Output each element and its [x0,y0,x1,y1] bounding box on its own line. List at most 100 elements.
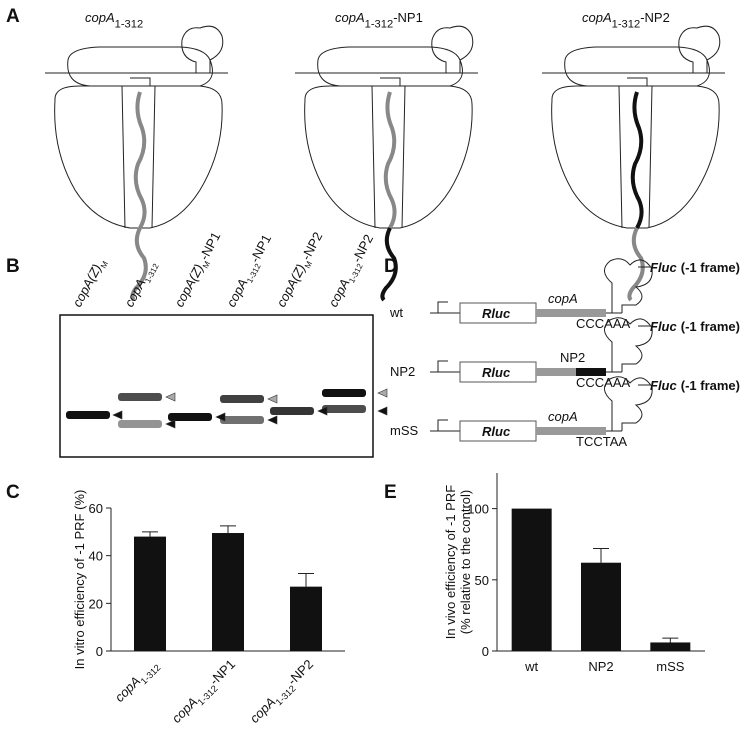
insert-box [536,427,606,435]
label: copA1-312 [121,258,161,311]
panel-label: E [384,482,397,503]
label-sub: M [303,260,314,270]
arrowhead [165,419,176,429]
arrowhead [112,410,123,420]
tunnel [121,77,156,229]
large-subunit [551,85,720,229]
gel-band [322,389,366,397]
stem-loop [604,258,653,313]
ribosome [45,25,228,302]
fluc-frame: (-1 frame) [681,260,740,275]
label-main: copA [582,10,612,25]
label-suffix: -NP2 [349,232,376,265]
gel-band [118,393,162,401]
arrowhead [377,406,388,416]
label-suffix: -NP2 [640,10,670,25]
error-bar [298,573,314,587]
label: copA1-312-NP2 [247,657,319,729]
label-suffix: -NP1 [393,10,423,25]
construct-name: NP2 [390,364,415,379]
promoter [437,360,448,372]
reporter-label: Rluc [482,365,511,380]
arrowhead [215,412,226,422]
label: copA1-312 [112,657,163,708]
bar [212,533,244,651]
fluc-name: Fluc [650,378,677,393]
y-axis-label: (% relative to the control) [458,490,473,635]
large-subunit [54,85,223,229]
y-axis-label: In vivo efficiency of -1 PRF [443,485,458,639]
y-tick-label: 0 [482,644,489,659]
label-suffix: -NP2 [285,657,317,689]
insert-label: copA [548,291,578,306]
fluc-label: Fluc (-1 frame) [650,260,740,275]
label: copA(Z)M [69,255,110,310]
label-sub: 1-312 [612,18,641,30]
bar [134,536,166,651]
ribosome [295,25,478,302]
label-suffix: -NP1 [196,229,223,262]
fluc-label: Fluc (-1 frame) [650,378,740,393]
insert-box [576,368,606,376]
insert-box [536,309,606,317]
gel-band [322,405,366,413]
hairpin [181,25,224,73]
bar [650,642,691,651]
y-tick-label: 0 [96,644,103,659]
slippery-sequence: CCCAAA [576,375,631,390]
tunnel [618,77,653,229]
error-bar [662,637,679,643]
construct-name: mSS [390,423,419,438]
label-main: copA(Z) [171,262,206,310]
fluc-frame: (-1 frame) [681,378,740,393]
small-subunit [564,46,710,87]
label: copA1-312-NP1 [335,10,423,30]
hairpin [431,25,474,73]
reporter-label: Rluc [482,306,511,321]
ribosome [542,25,725,302]
small-subunit [67,46,213,87]
nascent-chain [130,227,148,302]
label-suffix: -NP2 [298,229,325,262]
nascent-chain [383,91,397,229]
arrowhead [317,406,328,416]
large-subunit [304,85,473,229]
hairpin [678,25,721,73]
y-tick-label: 50 [475,573,489,588]
label: copA1-312-NP2 [325,232,378,311]
bar [511,508,552,651]
label-sub: 1-312 [139,663,163,687]
tunnel [371,77,406,229]
label-sub: 1-312 [115,18,144,30]
insert-label: NP2 [560,350,585,365]
error-bar [220,525,236,534]
fluc-name: Fluc [650,319,677,334]
insert-box [536,368,576,376]
y-tick-label: 40 [89,549,103,564]
slippery-sequence: TCCTAA [576,434,627,449]
fluc-frame: (-1 frame) [681,319,740,334]
y-tick-label: 20 [89,596,103,611]
label-sub: 1-312 [245,262,263,285]
label-main: copA(Z) [69,262,104,310]
label: copA1-312-NP2 [582,10,670,30]
nascent-chain [627,227,645,302]
label-main: copA [169,694,201,726]
label-sub: M [99,260,110,270]
label-main: copA [247,694,279,726]
bar [581,562,621,651]
arrowhead [165,392,176,402]
gel-band [66,411,110,419]
label-main: copA [85,10,115,25]
y-axis-label: In vitro efficiency of -1 PRF (%) [72,490,87,670]
label-sub: 1-312 [347,262,365,285]
construct-name: wt [389,305,403,320]
fluc-label: Fluc (-1 frame) [650,319,740,334]
label: copA1-312-NP1 [223,232,276,311]
arrowhead [267,394,278,404]
nascent-chain [380,227,398,302]
gel-band [220,416,264,424]
label-sub: M [201,260,212,270]
stem-loop [604,317,653,372]
small-subunit [317,46,463,87]
